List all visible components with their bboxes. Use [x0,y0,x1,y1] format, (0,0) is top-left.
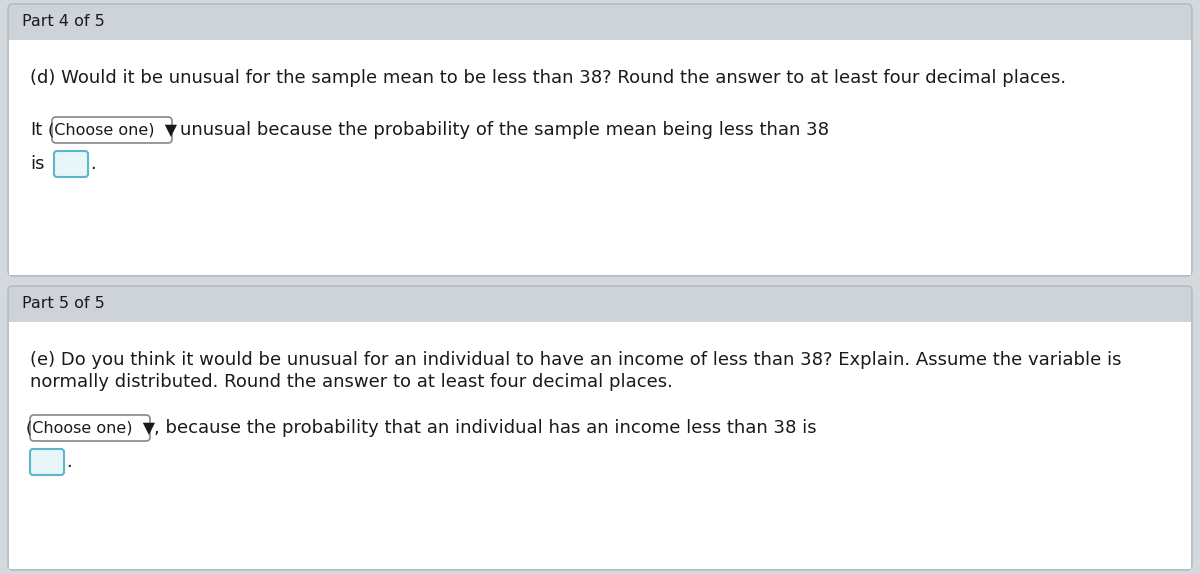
FancyBboxPatch shape [8,286,1192,570]
Text: (d) Would it be unusual for the sample mean to be less than 38? Round the answer: (d) Would it be unusual for the sample m… [30,69,1066,87]
Text: .: . [90,155,96,173]
Bar [10,322,1190,569]
Text: Part 4 of 5: Part 4 of 5 [22,14,104,29]
Text: (Choose one)  ▼: (Choose one) ▼ [48,122,176,138]
Text: Part 5 of 5: Part 5 of 5 [22,297,104,312]
Text: (e) Do you think it would be unusual for an individual to have an income of less: (e) Do you think it would be unusual for… [30,351,1122,369]
Text: unusual because the probability of the sample mean being less than 38: unusual because the probability of the s… [180,121,829,139]
Text: .: . [66,453,72,471]
Text: It: It [30,121,42,139]
Bar [10,40,1190,275]
Text: , because the probability that an individual has an income less than 38 is: , because the probability that an indivi… [154,419,817,437]
Text: normally distributed. Round the answer to at least four decimal places.: normally distributed. Round the answer t… [30,373,673,391]
Text: is: is [30,155,44,173]
FancyBboxPatch shape [52,117,172,143]
FancyBboxPatch shape [30,449,64,475]
Text: (Choose one)  ▼: (Choose one) ▼ [25,421,155,436]
FancyBboxPatch shape [30,415,150,441]
FancyBboxPatch shape [54,151,88,177]
FancyBboxPatch shape [8,4,1192,276]
